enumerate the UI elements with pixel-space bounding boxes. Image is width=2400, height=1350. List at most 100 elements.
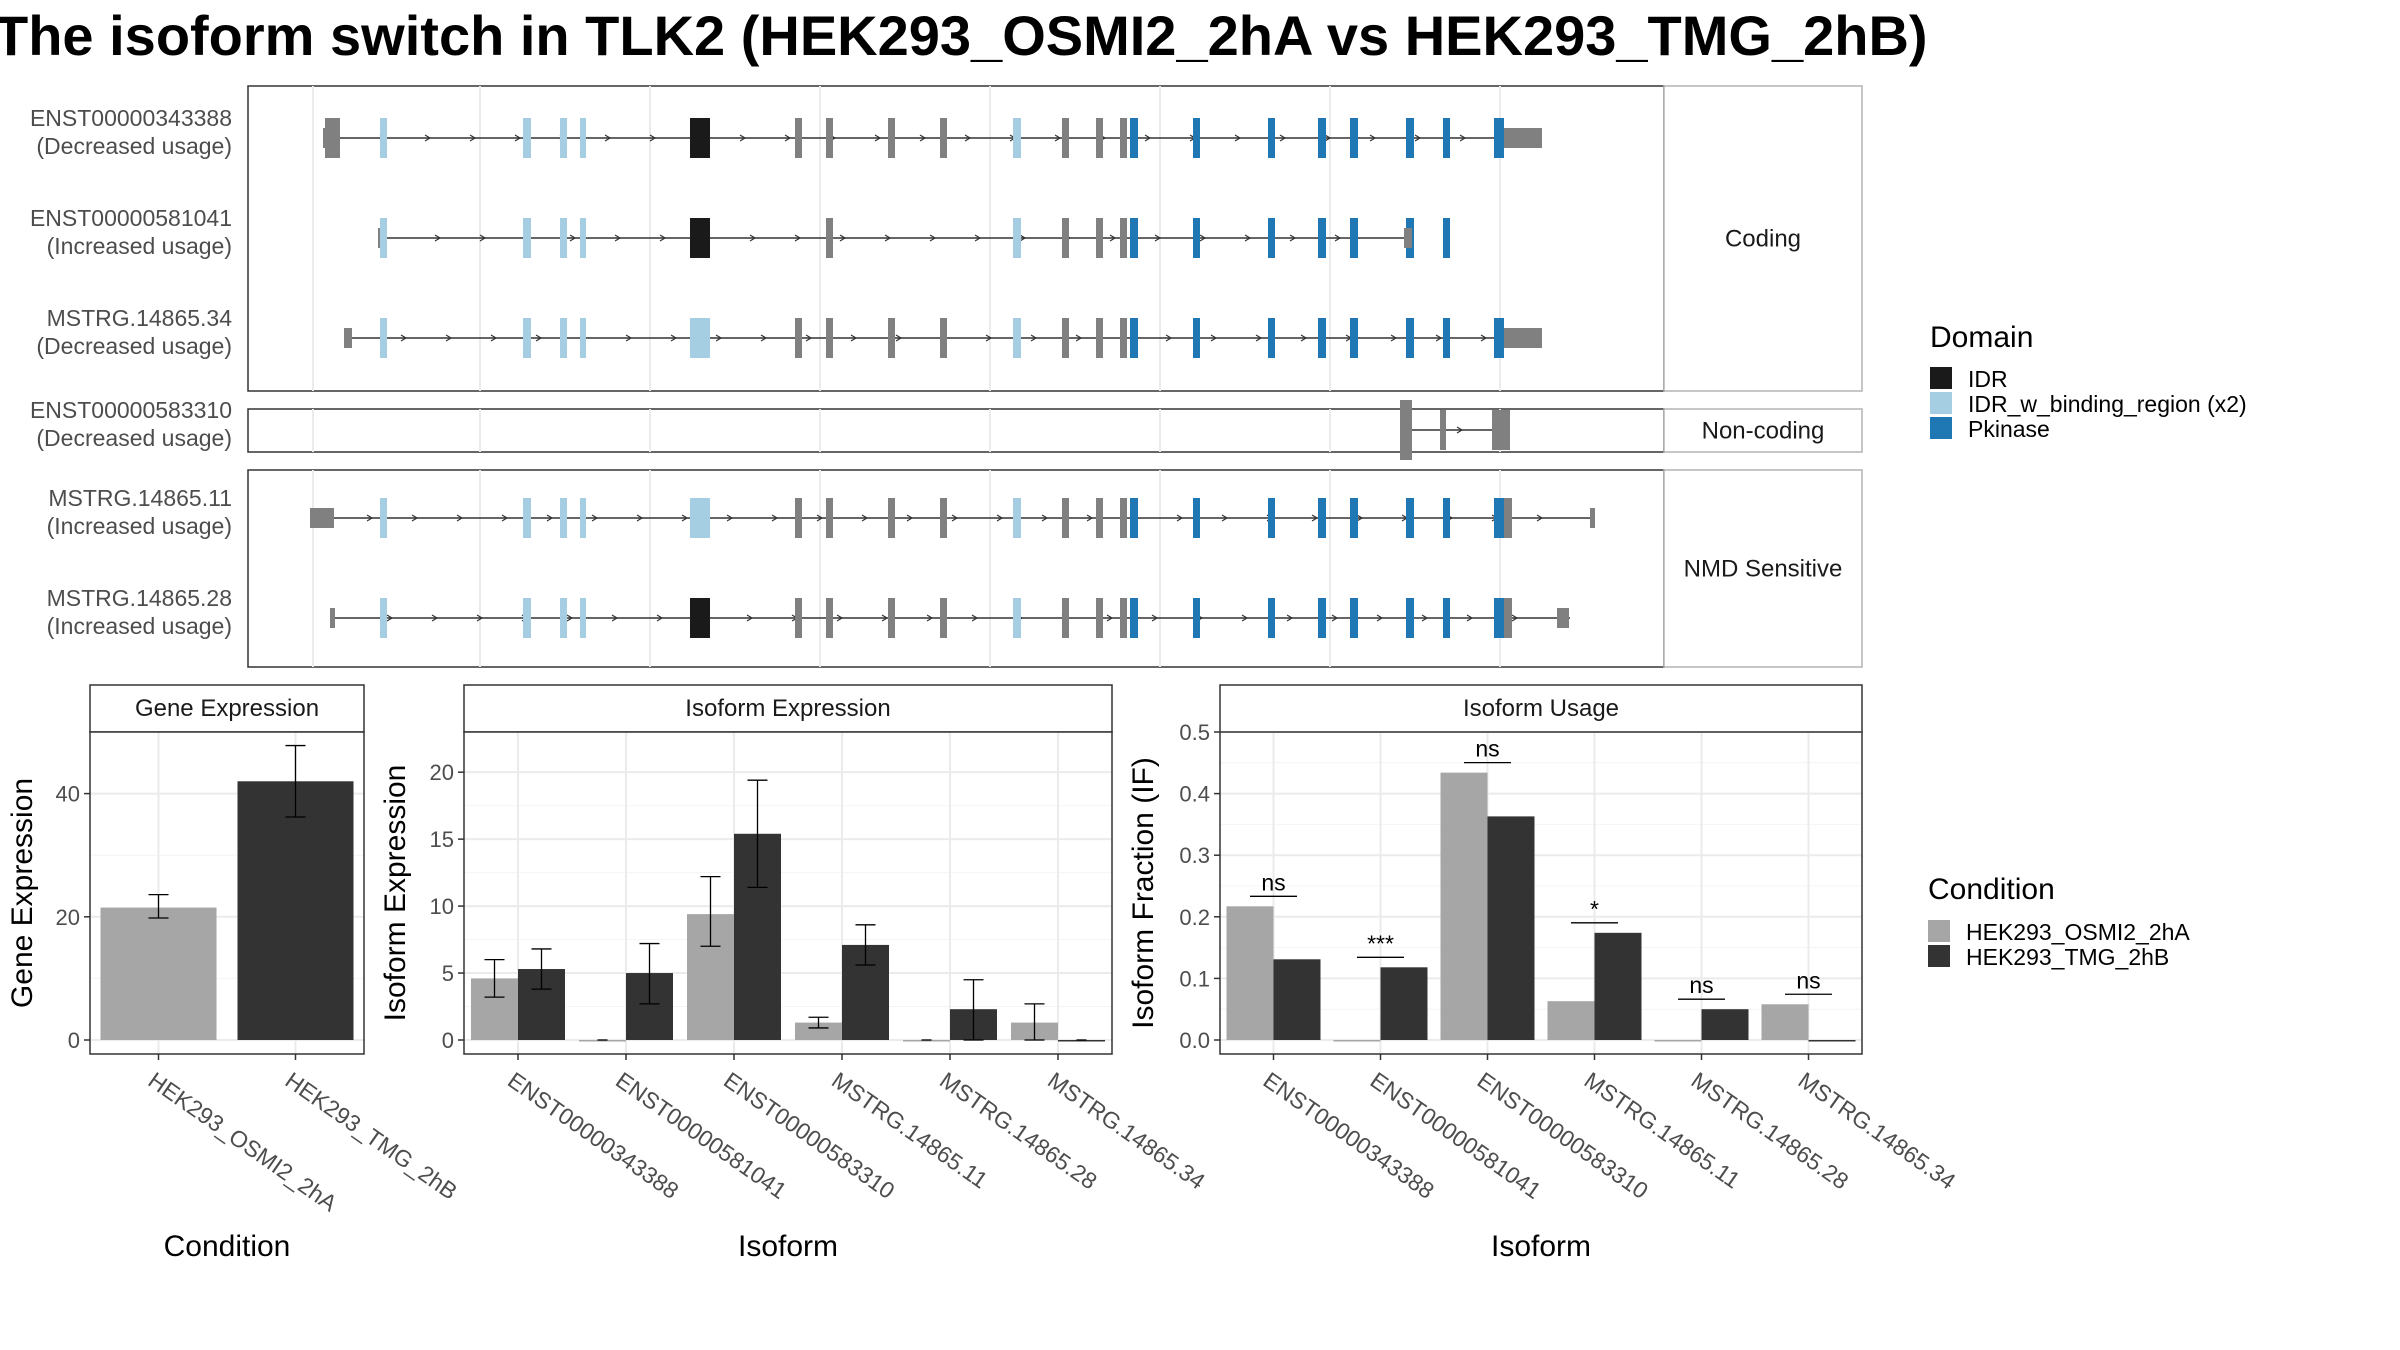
- isoform-expression-chart: Isoform Expression05101520ENST0000034338…: [379, 684, 1210, 1263]
- panel-strip: [89, 684, 365, 733]
- strand-arrow: [906, 514, 914, 522]
- strand-arrow: [1165, 334, 1173, 342]
- bar: [1380, 967, 1428, 1040]
- transcript-usage: (Increased usage): [47, 513, 232, 539]
- coding-exon: [1443, 318, 1450, 358]
- facet-strip-label: Non-coding: [1702, 418, 1825, 445]
- coding-exon: [1268, 318, 1275, 358]
- strand-arrow: [1030, 334, 1038, 342]
- coding-exon: [826, 218, 833, 258]
- strand-arrow: [1536, 514, 1544, 522]
- y-axis-title: Isoform Fraction (IF): [1127, 757, 1160, 1029]
- coding-exon: [1013, 598, 1021, 638]
- strand-arrow: [501, 514, 509, 522]
- strand-arrow: [1221, 514, 1229, 522]
- legend-swatch: [1930, 392, 1952, 414]
- coding-exon: [1096, 498, 1103, 538]
- y-tick-label: 0.0: [1179, 1028, 1210, 1053]
- coding-exon: [1096, 118, 1103, 158]
- strand-arrow: [895, 334, 903, 342]
- strand-arrow: [760, 334, 768, 342]
- transcript-row: MSTRG.14865.34(Decreased usage): [36, 305, 1542, 359]
- legend-title: Domain: [1930, 321, 2033, 354]
- coding-exon: [523, 118, 531, 158]
- coding-exon: [690, 498, 710, 538]
- utr-exon: [1492, 410, 1510, 450]
- y-tick-label: 5: [442, 961, 454, 986]
- transcript-id: ENST00000583310: [30, 397, 232, 423]
- y-tick-label: 20: [430, 760, 454, 785]
- utr-exon: [1504, 328, 1542, 348]
- coding-exon: [1443, 118, 1450, 158]
- strand-arrow: [366, 514, 374, 522]
- coding-exon: [1130, 498, 1138, 538]
- legend-label: IDR: [1968, 366, 2008, 392]
- bar: [1808, 1040, 1856, 1042]
- strand-arrow: [1255, 334, 1263, 342]
- strand-arrow: [400, 334, 408, 342]
- panel-strip: [463, 684, 1113, 733]
- x-axis-title: Isoform: [1491, 1230, 1591, 1263]
- coding-exon: [1443, 218, 1450, 258]
- strand-arrow: [424, 134, 432, 142]
- y-tick-label: 0: [442, 1028, 454, 1053]
- coding-exon: [560, 318, 567, 358]
- bar: [1701, 1009, 1749, 1040]
- coding-exon: [523, 318, 531, 358]
- significance-label: *: [1590, 896, 1599, 922]
- strand-arrow: [469, 134, 477, 142]
- x-tick-label: ENST00000583310: [1473, 1067, 1653, 1204]
- coding-exon: [1406, 118, 1414, 158]
- utr-exon: [1504, 128, 1542, 148]
- strand-arrow: [1286, 614, 1294, 622]
- strand-arrow: [715, 334, 723, 342]
- coding-exon: [560, 218, 567, 258]
- coding-exon: [380, 318, 387, 358]
- coding-exon: [1318, 598, 1326, 638]
- strand-arrow: [535, 334, 543, 342]
- strand-arrow: [1480, 334, 1488, 342]
- strand-arrow: [636, 514, 644, 522]
- transcript-row: MSTRG.14865.28(Increased usage): [47, 585, 1570, 639]
- transcript-row: ENST00000581041(Increased usage): [30, 205, 1450, 259]
- coding-exon: [826, 498, 833, 538]
- legend-label: HEK293_TMG_2hB: [1966, 944, 2169, 970]
- coding-exon: [1193, 218, 1200, 258]
- strand-arrow: [1435, 334, 1443, 342]
- strand-arrow: [479, 234, 487, 242]
- plot-area: [1220, 732, 1862, 1054]
- coding-exon: [380, 498, 387, 538]
- coding-exon: [888, 118, 895, 158]
- strand-arrow: [1154, 234, 1162, 242]
- panel-border: [1219, 731, 1863, 1055]
- bar: [1058, 1040, 1105, 1042]
- coding-exon: [940, 118, 947, 158]
- bar: [1273, 959, 1321, 1040]
- transcript-row: ENST00000583310(Decreased usage): [30, 397, 1510, 460]
- facet-strip: [1663, 408, 1863, 453]
- coding-exon: [1504, 598, 1512, 638]
- legend-swatch: [1928, 920, 1950, 942]
- strand-arrow: [514, 134, 522, 142]
- coding-exon: [1318, 218, 1326, 258]
- coding-exon: [1096, 598, 1103, 638]
- strand-arrow: [794, 234, 802, 242]
- coding-exon: [1406, 598, 1414, 638]
- isoform-usage-chart: Isoform Usage 0.0 0.1 0.2 0.3 0.4 0.5 ns ENST000…: [1127, 684, 1961, 1263]
- coding-exon: [826, 598, 833, 638]
- bar: [1440, 772, 1488, 1040]
- strand-arrow: [1054, 134, 1062, 142]
- panel-title: Gene Expression: [135, 695, 319, 722]
- y-tick-label: 0.2: [1179, 905, 1210, 930]
- strand-arrow: [445, 334, 453, 342]
- y-tick-label: 10: [430, 894, 454, 919]
- plot-area: [464, 732, 1112, 1054]
- strand-arrow: [1279, 134, 1287, 142]
- coding-exon: [1350, 498, 1358, 538]
- coding-exon: [1443, 498, 1450, 538]
- strand-arrow: [996, 514, 1004, 522]
- x-tick-label: ENST00000343388: [1259, 1067, 1439, 1204]
- transcript-id: ENST00000581041: [30, 205, 232, 231]
- coding-exon: [826, 318, 833, 358]
- strand-arrow: [985, 334, 993, 342]
